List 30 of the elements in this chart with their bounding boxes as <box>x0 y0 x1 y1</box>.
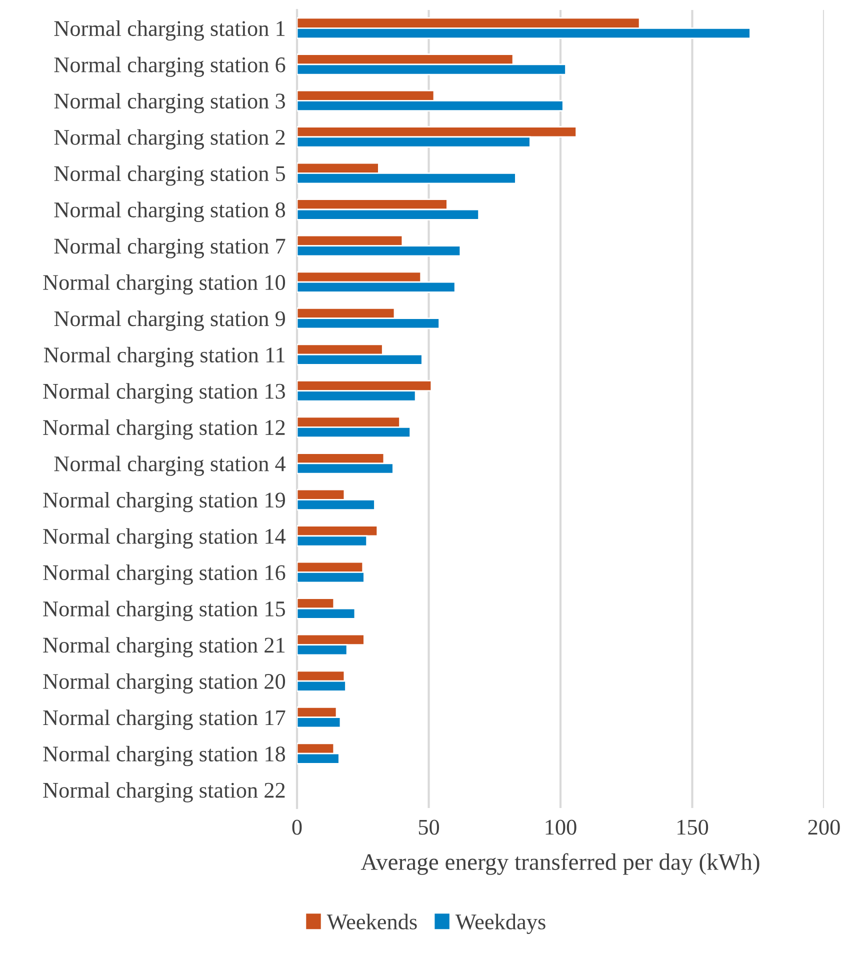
y-tick-label: Normal charging station 8 <box>54 202 286 222</box>
y-tick-label: Normal charging station 19 <box>43 492 285 512</box>
y-tick-label: Normal charging station 9 <box>54 310 285 331</box>
x-tick-label: 200 <box>808 820 840 835</box>
y-tick-label: Normal charging station 12 <box>43 419 285 440</box>
y-tick-label: Normal charging station 2 <box>54 129 285 150</box>
x-tick-label: 100 <box>546 820 576 835</box>
y-tick-label: Normal charging station 15 <box>43 600 286 622</box>
y-tick-label: Normal charging station 1 <box>54 20 285 41</box>
y-tick-label: Normal charging station 5 <box>54 166 286 186</box>
x-tick-label: 50 <box>418 820 440 835</box>
y-tick-label: Normal charging station 17 <box>43 710 286 730</box>
y-tick-label: Normal charging station 11 <box>44 346 285 368</box>
y-tick-label: Normal charging station 18 <box>43 746 286 766</box>
legend-label: Weekdays <box>455 914 546 934</box>
y-tick-label: Normal charging station 6 <box>54 56 286 77</box>
y-tick-label: Normal charging station 4 <box>54 456 286 476</box>
y-tick-label: Normal charging station 3 <box>54 92 286 114</box>
x-axis-title: Average energy transferred per day (kWh) <box>360 853 760 875</box>
x-tick-label: 150 <box>678 820 708 835</box>
y-tick-label: Normal charging station 10 <box>43 274 286 295</box>
y-tick-label: Normal charging station 14 <box>43 528 286 548</box>
x-tick-label: 0 <box>292 820 302 835</box>
y-tick-label: Normal charging station 21 <box>43 637 285 658</box>
y-tick-label: Normal charging station 22 <box>43 782 285 802</box>
y-tick-label: Normal charging station 13 <box>43 383 286 404</box>
y-tick-label: Normal charging station 7 <box>54 238 286 258</box>
y-tick-label: Normal charging station 16 <box>43 564 286 585</box>
y-tick-label: Normal charging station 20 <box>43 673 286 694</box>
legend-label: Weekends <box>326 914 417 930</box>
